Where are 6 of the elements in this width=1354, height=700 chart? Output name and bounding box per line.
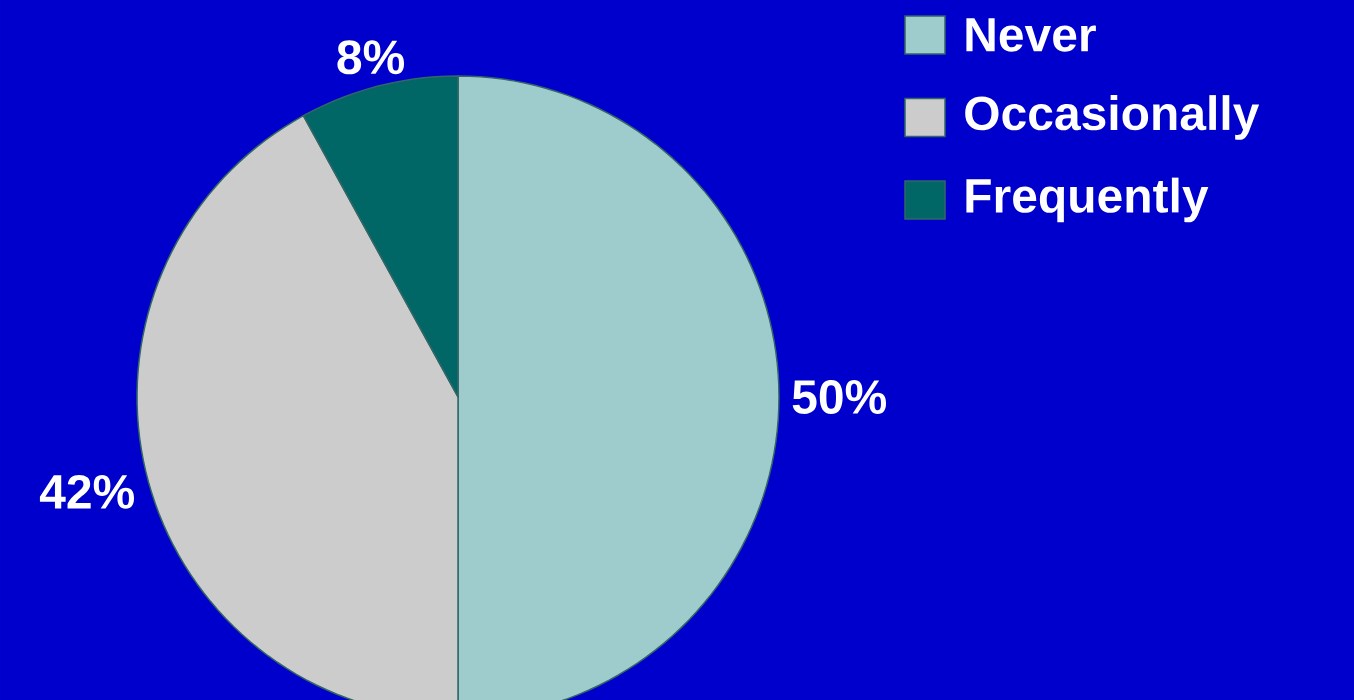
legend-label: Occasionally: [965, 95, 1260, 140]
data-label: 50%: [792, 379, 886, 414]
legend-label: Never: [966, 18, 1096, 52]
data-label: 8%: [337, 40, 405, 75]
legend-label: Frequently: [966, 177, 1209, 223]
data-label: 42%: [39, 474, 134, 509]
